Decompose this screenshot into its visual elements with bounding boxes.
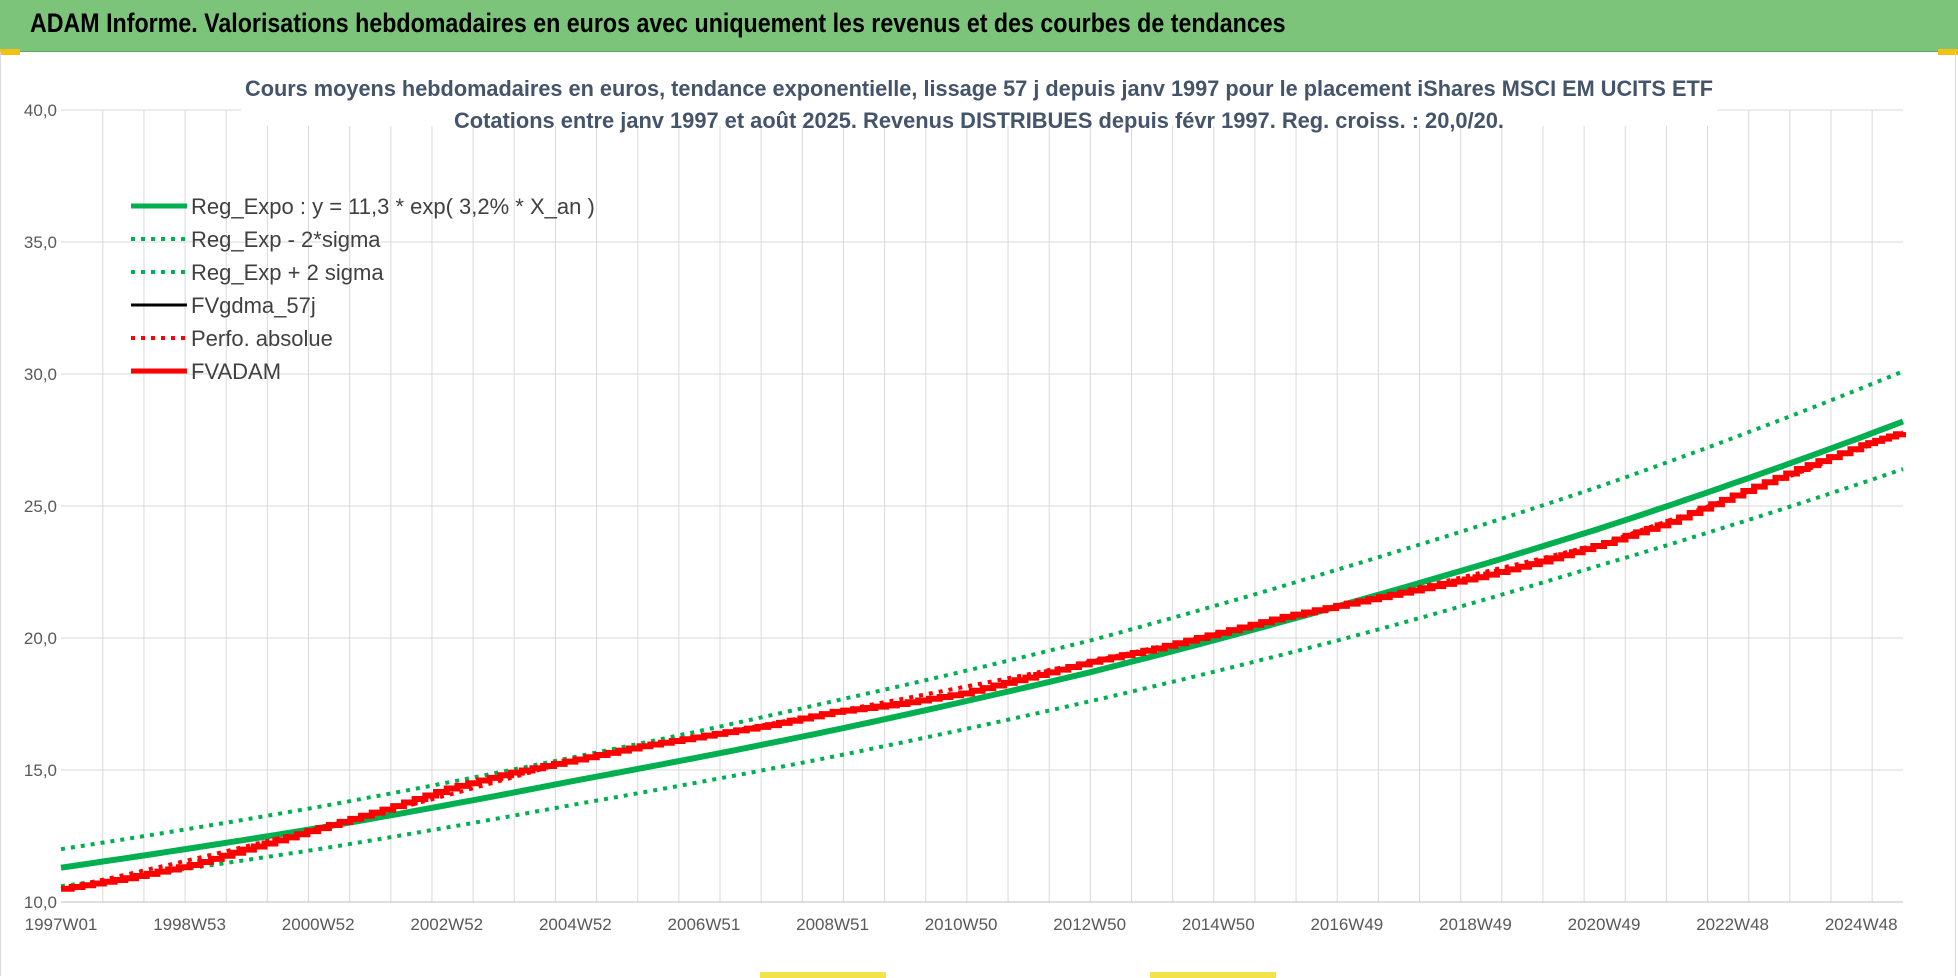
legend-label: Reg_Expo : y = 11,3 * exp( 3,2% * X_an ) bbox=[191, 194, 595, 219]
chart-frame: Cours moyens hebdomadaires en euros, ten… bbox=[0, 52, 1956, 976]
y-tick-label: 35,0 bbox=[24, 233, 57, 252]
y-tick-label: 20,0 bbox=[24, 629, 57, 648]
x-tick-label: 2020W49 bbox=[1568, 915, 1641, 934]
page-banner: ADAM Informe. Valorisations hebdomadaire… bbox=[0, 0, 1958, 52]
x-tick-label: 1997W01 bbox=[25, 915, 98, 934]
x-tick-label: 2010W50 bbox=[925, 915, 998, 934]
x-tick-label: 2004W52 bbox=[539, 915, 612, 934]
x-tick-label: 2018W49 bbox=[1439, 915, 1512, 934]
axes: 10,0 15,0 20,0 25,0 30,0 35,0 40,0 1997W01 1998W… bbox=[24, 101, 1903, 934]
corner-accent-right bbox=[1938, 49, 1958, 55]
x-tick-label: 2000W52 bbox=[282, 915, 355, 934]
series-line-0 bbox=[60, 418, 1905, 871]
corner-accent-left bbox=[0, 49, 20, 55]
series-line-2 bbox=[60, 369, 1904, 852]
legend-label: Reg_Exp - 2*sigma bbox=[191, 227, 381, 252]
y-tick-label: 40,0 bbox=[24, 101, 57, 120]
series-line-1 bbox=[60, 467, 1904, 889]
x-tick-label: 2022W48 bbox=[1696, 915, 1769, 934]
series-line-5 bbox=[61, 431, 1906, 892]
x-tick-label: 2002W52 bbox=[410, 915, 483, 934]
legend-label: FVADAM bbox=[191, 359, 281, 384]
x-tick-label: 2012W50 bbox=[1053, 915, 1126, 934]
banner-title: ADAM Informe. Valorisations hebdomadaire… bbox=[30, 8, 1286, 38]
legend-label: Reg_Exp + 2 sigma bbox=[191, 260, 384, 285]
y-tick-label: 15,0 bbox=[24, 761, 57, 780]
legend: Reg_Expo : y = 11,3 * exp( 3,2% * X_an )… bbox=[131, 194, 595, 384]
x-tick-label: 2024W48 bbox=[1825, 915, 1898, 934]
chart-title: Cours moyens hebdomadaires en euros, ten… bbox=[241, 60, 1717, 133]
series-group bbox=[60, 369, 1906, 892]
chart-title-line: Cours moyens hebdomadaires en euros, ten… bbox=[245, 76, 1713, 101]
y-tick-label: 10,0 bbox=[24, 893, 57, 912]
legend-label: Perfo. absolue bbox=[191, 326, 333, 351]
bottom-accent-1 bbox=[760, 972, 886, 978]
x-tick-label: 1998W53 bbox=[153, 915, 226, 934]
chart: Cours moyens hebdomadaires en euros, ten… bbox=[24, 60, 1906, 934]
x-tick-label: 2006W51 bbox=[668, 915, 741, 934]
chart-title-line: Cotations entre janv 1997 et août 2025. … bbox=[454, 108, 1504, 133]
y-tick-label: 25,0 bbox=[24, 497, 57, 516]
bottom-accent-2 bbox=[1150, 972, 1276, 978]
x-tick-label: 2014W50 bbox=[1182, 915, 1255, 934]
x-tick-label: 2008W51 bbox=[796, 915, 869, 934]
title-background bbox=[241, 60, 1717, 126]
y-tick-label: 30,0 bbox=[24, 365, 57, 384]
x-tick-label: 2016W49 bbox=[1310, 915, 1383, 934]
legend-label: FVgdma_57j bbox=[191, 293, 316, 318]
